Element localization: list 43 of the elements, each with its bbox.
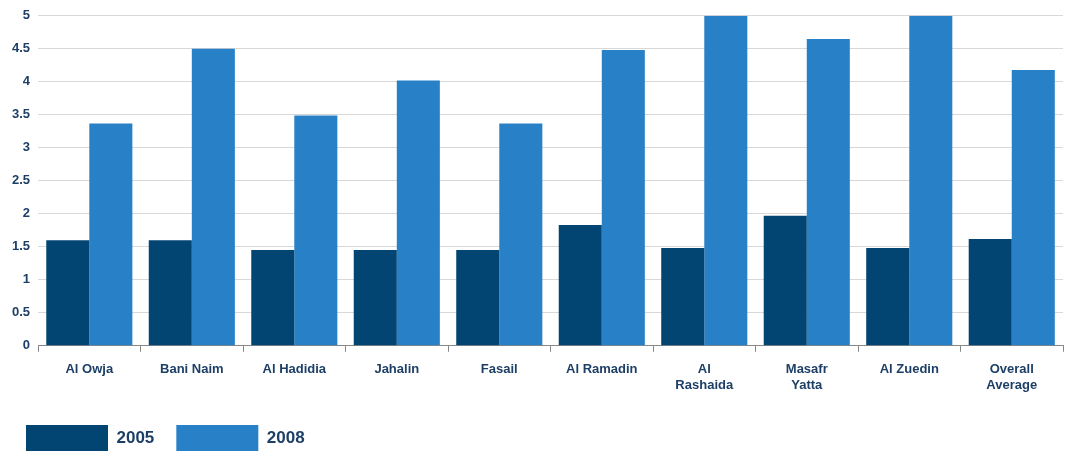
y-tick-label: 0.5 — [11, 304, 31, 320]
y-tick-label: 3.5 — [11, 106, 31, 122]
x-tick-label: Bani Naim — [160, 361, 224, 377]
bar — [704, 15, 748, 346]
y-tick-label: 3 — [22, 139, 31, 155]
x-tick-label: Masafr Yatta — [785, 361, 828, 392]
bar — [968, 238, 1012, 346]
y-tick-label: 4.5 — [11, 40, 31, 56]
bar — [866, 248, 910, 346]
x-tick-label: Al Hadidia — [262, 361, 327, 377]
x-tick-label: Al Rashaida — [675, 361, 734, 392]
bar — [294, 115, 338, 346]
y-tick-label: 1.5 — [11, 238, 31, 254]
bar — [251, 250, 295, 346]
bar — [601, 50, 645, 346]
bar — [499, 123, 543, 346]
bar — [806, 38, 850, 346]
bar — [909, 15, 953, 346]
y-tick-label: 2 — [22, 205, 31, 221]
y-tick-label: 4 — [22, 73, 31, 89]
bar — [148, 240, 192, 346]
bar — [396, 80, 440, 346]
bar — [558, 225, 602, 346]
x-tick-label: Al Ramadin — [566, 361, 638, 377]
bar — [456, 250, 500, 346]
x-tick-label: Al Owja — [65, 361, 114, 377]
y-tick-label: 0 — [22, 337, 31, 353]
bar — [1011, 69, 1055, 346]
bar — [191, 48, 235, 346]
y-tick-label: 2.5 — [11, 172, 31, 188]
bar — [89, 123, 133, 346]
bar — [763, 215, 807, 346]
x-tick-label: Overall Average — [986, 361, 1038, 392]
y-tick-label: 5 — [22, 7, 31, 23]
legend-label: 2008 — [266, 427, 305, 447]
x-tick-label: Fasail — [480, 361, 518, 377]
bar — [661, 248, 705, 346]
x-tick-label: Jahalin — [374, 361, 420, 377]
bar — [46, 240, 90, 346]
x-tick-label: Al Zuedin — [879, 361, 939, 377]
bar — [353, 250, 397, 346]
legend-label: 2005 — [116, 427, 155, 447]
y-tick-label: 1 — [22, 271, 31, 287]
